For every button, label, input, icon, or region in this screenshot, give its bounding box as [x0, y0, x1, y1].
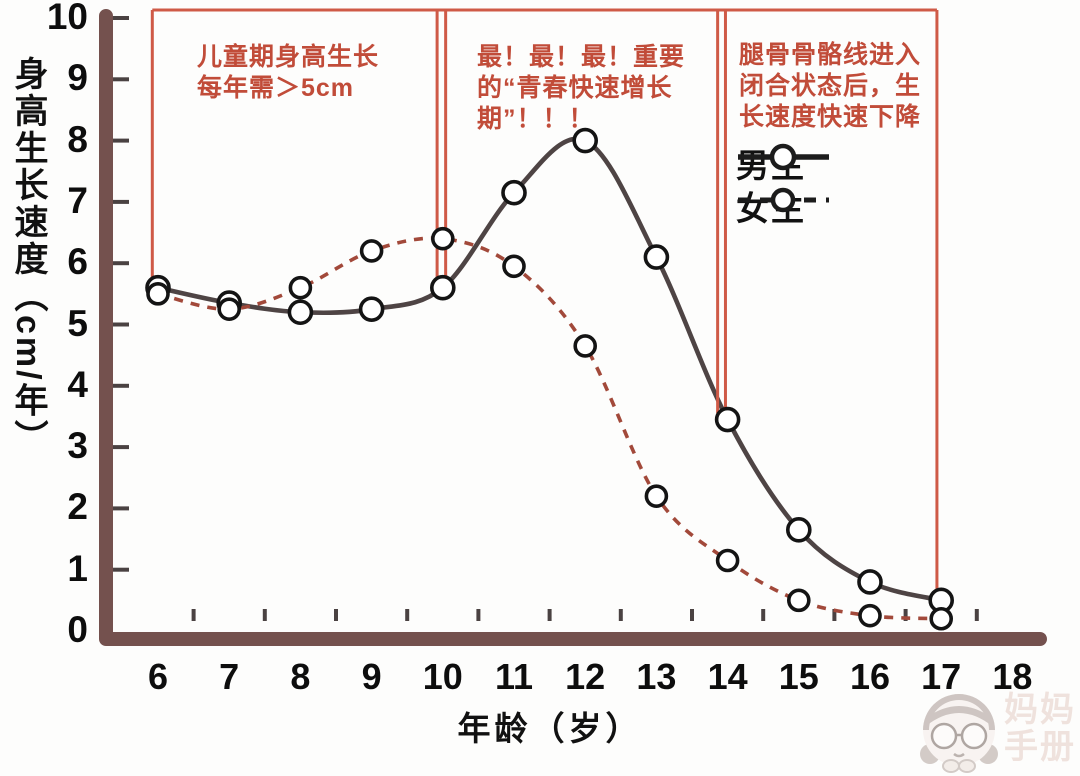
boys-data-point [785, 517, 812, 543]
girls-data-point [715, 548, 740, 573]
x-tick-label: 16 [849, 656, 891, 697]
y-tick-label: 1 [67, 547, 88, 589]
boys-data-point [358, 296, 385, 322]
girls-data-point [858, 603, 882, 628]
y-tick-label: 10 [46, 0, 88, 37]
x-tick-label: 11 [494, 656, 534, 697]
boys-data-point [572, 127, 599, 154]
y-tick-label: 7 [67, 179, 88, 221]
y-tick-label: 2 [67, 486, 88, 528]
x-tick-label: 12 [565, 656, 606, 697]
x-tick-label: 13 [636, 656, 677, 697]
x-axis-title: 年龄（岁） [457, 710, 643, 747]
boys-data-point [714, 406, 741, 433]
girls-data-point [644, 484, 669, 508]
x-tick-label: 10 [422, 656, 463, 697]
watermark-text: 妈妈 手册 [1004, 691, 1076, 766]
x-tick-label: 6 [147, 656, 169, 697]
girls-data-point [146, 282, 170, 306]
boys-data-point [643, 244, 670, 270]
girls-data-point [217, 297, 241, 321]
boys-data-point [287, 299, 314, 326]
y-tick-label: 6 [67, 241, 88, 283]
legend-item-boys: 男生 [736, 139, 829, 187]
boys-data-point [501, 179, 527, 206]
annotation-puberty: 最！最！最！重要 的“青春快速增长 期”！！！ [477, 42, 685, 135]
annotation-line: 长速度快速下降 [739, 103, 922, 131]
annotation-line: 期”！！！ [477, 105, 595, 133]
girls-data-point [288, 275, 313, 300]
girls-data-point [430, 226, 455, 251]
y-tick-label: 0 [67, 609, 88, 650]
girls-curve [157, 236, 942, 621]
dashed-line-marker-icon [738, 187, 829, 213]
y-tick-label: 9 [67, 57, 88, 99]
annotation-line: 闭合状态后，生 [739, 72, 922, 100]
annotation-childhood: 儿童期身高生长 每年需＞5cm [197, 42, 379, 104]
girls-data-point [573, 334, 598, 358]
x-tick-label: 7 [219, 656, 240, 697]
x-tick-label: 14 [707, 656, 748, 697]
x-tick-label: 17 [921, 656, 962, 697]
girls-data-point [502, 254, 526, 279]
axis-lines [99, 9, 1047, 646]
x-tick-label: 8 [290, 656, 311, 697]
annotation-line: 儿童期身高生长 [197, 43, 380, 71]
x-tick-label: 18 [992, 656, 1033, 697]
solid-line-marker-icon [738, 143, 829, 171]
girls-data-point [359, 239, 384, 263]
annotation-line: 最！最！最！重要 [477, 43, 686, 71]
girls-data-point [786, 588, 811, 613]
boys-data-point [429, 274, 456, 301]
annotation-line: 腿骨骨骼线进入 [739, 41, 922, 69]
x-tick-label: 15 [778, 656, 819, 697]
y-axis-title: 身高生长速度（cm/年） [9, 56, 47, 457]
boys-data-point [857, 569, 883, 595]
watermark: 妈妈 手册 [918, 682, 1080, 776]
x-tick-label: 9 [361, 656, 382, 697]
watermark-avatar-icon [920, 694, 998, 773]
legend-item-girls: 女生 [736, 182, 829, 230]
annotation-line: 每年需＞5cm [197, 74, 355, 102]
y-tick-label: 4 [67, 363, 88, 405]
girls-data-point [929, 606, 954, 631]
annotation-line: 的“青春快速增长 [477, 74, 673, 102]
y-tick-label: 3 [67, 425, 88, 467]
y-tick-label: 8 [67, 118, 88, 160]
y-tick-label: 5 [67, 302, 88, 344]
annotation-closure: 腿骨骨骼线进入 闭合状态后，生 长速度快速下降 [739, 40, 921, 133]
